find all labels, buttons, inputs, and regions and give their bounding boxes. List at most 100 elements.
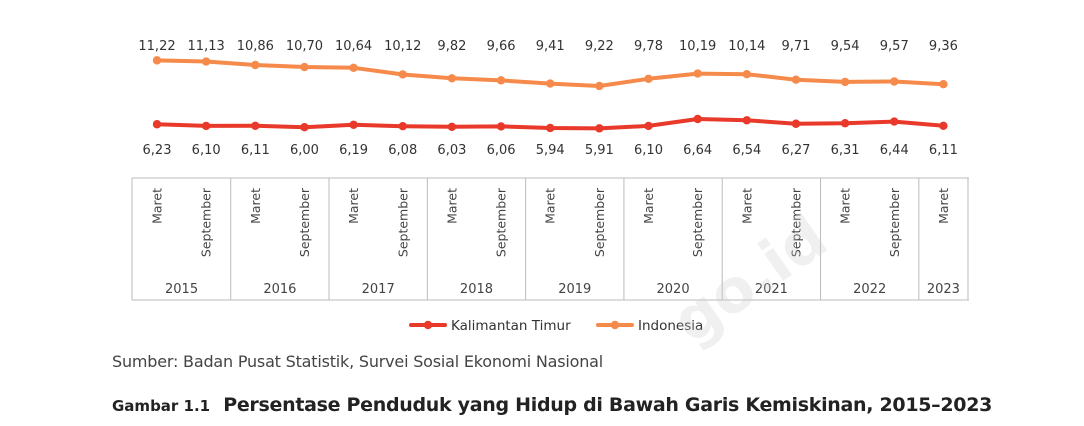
- legend-label: Kalimantan Timur: [451, 318, 571, 334]
- data-label: 6,10: [192, 143, 221, 158]
- legend-item-indonesia: Indonesia: [596, 318, 703, 334]
- data-point: [152, 120, 162, 129]
- year-label: 2021: [755, 282, 788, 297]
- data-label: 10,64: [335, 39, 372, 54]
- data-label: 6,19: [339, 143, 368, 158]
- tick-label: September: [887, 187, 902, 257]
- data-point: [742, 70, 751, 79]
- year-label: 2015: [165, 282, 198, 297]
- data-point: [791, 75, 801, 84]
- data-point: [791, 119, 801, 128]
- data-point: [398, 121, 407, 131]
- year-label: 2019: [558, 282, 591, 297]
- figure-title: Persentase Penduduk yang Hidup di Bawah …: [223, 394, 993, 416]
- data-point: [890, 117, 899, 126]
- data-point: [447, 122, 457, 132]
- line-chart: 6,23 6,10 6,11 6,00 6,19 6,08 6,03 6,06 5,94 5,91…: [131, 39, 969, 334]
- tick-label: Maret: [641, 188, 656, 224]
- data-label: 10,70: [286, 39, 323, 54]
- source-note: Sumber: Badan Pusat Statistik, Survei So…: [112, 352, 604, 371]
- data-label: 9,22: [585, 39, 614, 54]
- legend-label: Indonesia: [638, 318, 703, 334]
- data-label: 6,44: [880, 143, 909, 158]
- data-label: 5,91: [585, 143, 614, 158]
- data-label: 9,82: [437, 39, 466, 54]
- data-point: [890, 77, 899, 86]
- tick-label: September: [592, 187, 607, 257]
- data-label: 11,22: [138, 39, 175, 54]
- data-label: 9,36: [929, 39, 958, 54]
- data-point: [251, 121, 260, 130]
- data-label: 6,64: [683, 143, 712, 158]
- data-label: 9,78: [634, 39, 663, 54]
- year-label: 2022: [853, 282, 886, 297]
- data-label: 6,10: [634, 143, 663, 158]
- tick-label: Maret: [739, 188, 754, 224]
- tick-label: September: [494, 187, 509, 257]
- tick-label: Maret: [543, 188, 558, 224]
- tick-label: September: [788, 187, 803, 257]
- data-point: [939, 79, 948, 89]
- series-indonesia: 11,22 11,13 10,86 10,70 10,64 10,12 9,82 9,66 9,…: [138, 39, 958, 91]
- tick-label: September: [199, 187, 214, 257]
- data-label: 6,00: [290, 143, 319, 158]
- legend-swatch-marker: [610, 320, 620, 330]
- data-point: [300, 62, 309, 72]
- legend-swatch-marker: [423, 320, 433, 330]
- data-point: [840, 77, 850, 87]
- year-label: 2020: [657, 282, 690, 297]
- data-point: [939, 121, 948, 130]
- data-label: 10,86: [237, 39, 274, 54]
- data-point: [349, 63, 358, 73]
- data-label: 6,31: [831, 143, 860, 158]
- data-label: 11,13: [188, 39, 225, 54]
- tick-label: Maret: [838, 188, 853, 224]
- data-label: 9,54: [831, 39, 860, 54]
- data-label: 9,66: [487, 39, 516, 54]
- tick-label: Maret: [248, 188, 263, 224]
- data-label: 5,94: [536, 143, 565, 158]
- data-label: 9,57: [880, 39, 909, 54]
- series-layer: 6,23 6,10 6,11 6,00 6,19 6,08 6,03 6,06 5,94 5,91…: [138, 39, 957, 158]
- data-point: [447, 74, 457, 83]
- data-label: 10,14: [728, 39, 765, 54]
- tick-label: Maret: [444, 188, 459, 224]
- data-point: [300, 123, 309, 132]
- legend: Kalimantan Timur Indonesia: [409, 318, 703, 334]
- data-label: 10,19: [679, 39, 716, 54]
- figure-caption: Gambar 1.1 Persentase Penduduk yang Hidu…: [112, 394, 992, 416]
- tick-label: Maret: [150, 188, 165, 224]
- data-point: [693, 114, 702, 124]
- data-point: [644, 74, 653, 84]
- year-label: 2018: [460, 282, 493, 297]
- data-point: [693, 69, 702, 78]
- data-point: [546, 123, 555, 133]
- tick-label: September: [395, 187, 410, 257]
- data-label: 10,12: [384, 39, 421, 54]
- category-axis: Maret September Maret September Maret Septemb…: [131, 177, 969, 301]
- data-point: [201, 57, 211, 66]
- data-point: [398, 70, 407, 79]
- data-point: [595, 124, 604, 133]
- data-label: 6,23: [143, 143, 172, 158]
- data-label: 6,08: [388, 143, 417, 158]
- data-point: [546, 79, 555, 88]
- tick-label: Maret: [346, 188, 361, 224]
- data-point: [595, 81, 604, 91]
- year-label: 2016: [263, 282, 296, 297]
- data-label: 6,11: [241, 143, 270, 158]
- data-point: [840, 119, 850, 128]
- data-point: [742, 116, 751, 125]
- data-label: 6,06: [487, 143, 516, 158]
- year-label: 2017: [362, 282, 395, 297]
- data-label: 9,41: [536, 39, 565, 54]
- data-point: [496, 76, 506, 85]
- data-label: 6,11: [929, 143, 958, 158]
- data-label: 6,54: [732, 143, 761, 158]
- data-label: 9,71: [781, 39, 810, 54]
- tick-label: September: [297, 187, 312, 257]
- figure-number: Gambar 1.1: [112, 397, 211, 415]
- series-kalimantan-timur: 6,23 6,10 6,11 6,00 6,19 6,08 6,03 6,06 5,94 5,91…: [143, 114, 958, 158]
- data-point: [152, 56, 162, 65]
- tick-label: September: [690, 187, 705, 257]
